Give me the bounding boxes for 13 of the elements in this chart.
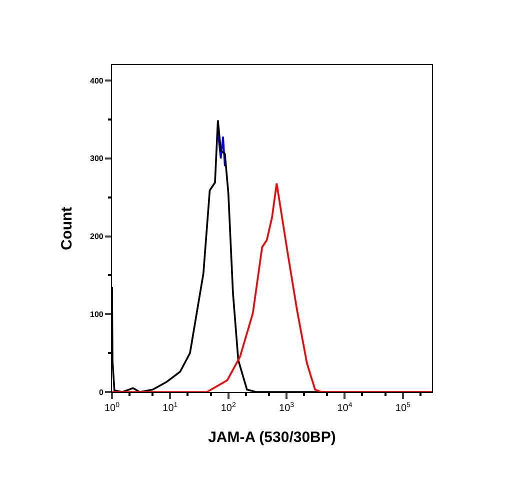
y-tick-label: 0 (98, 388, 104, 397)
x-tick-label: 10$^{5}$ (395, 402, 411, 414)
y-axis-title: Count (58, 206, 76, 250)
x-tick-label: 10$^{1}$ (162, 402, 178, 414)
y-tick-label: 200 (90, 232, 104, 242)
y-tick-label: 400 (90, 76, 104, 86)
x-tick-label: 10$^{3}$ (279, 402, 294, 414)
x-axis-title: JAM-A (530/30BP) (208, 429, 336, 446)
x-tick-label: 10$^{4}$ (337, 402, 352, 414)
x-tick-label: 10$^{0}$ (104, 402, 120, 414)
x-tick-label: 10$^{2}$ (220, 402, 236, 414)
y-tick-label: 100 (90, 310, 104, 319)
y-tick-label: 300 (90, 154, 104, 164)
